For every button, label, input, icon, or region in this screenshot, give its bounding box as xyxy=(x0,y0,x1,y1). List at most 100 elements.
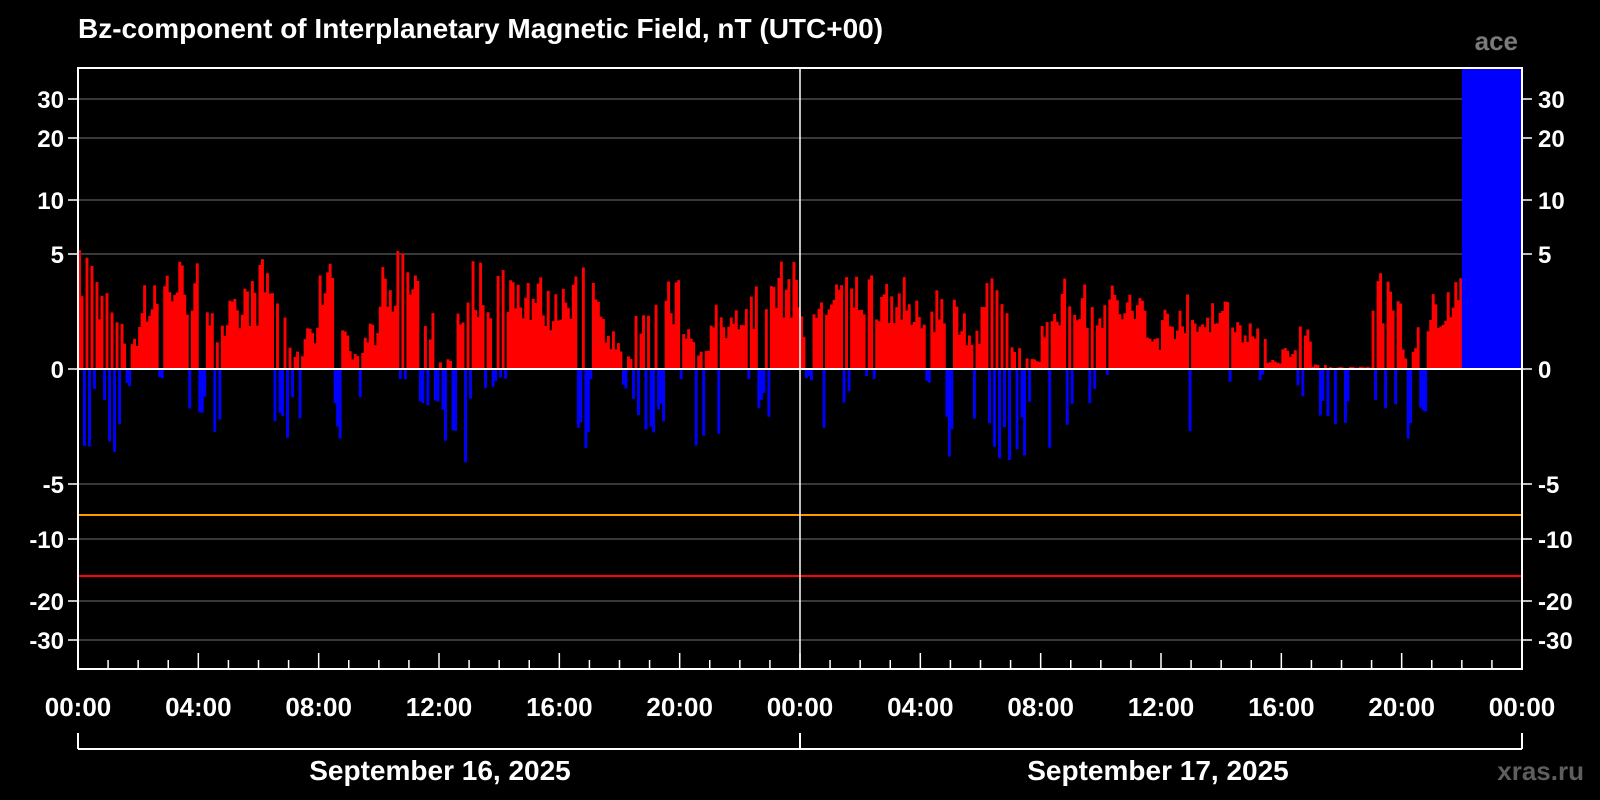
bz-bar xyxy=(1271,359,1275,369)
data-bars xyxy=(78,68,1523,463)
bz-bar xyxy=(1253,338,1257,369)
bz-bar xyxy=(1424,369,1428,412)
bz-bar xyxy=(1228,369,1232,382)
bz-bar xyxy=(995,290,999,369)
bz-bar xyxy=(885,284,889,369)
bz-bar xyxy=(245,291,249,369)
bz-bar xyxy=(815,318,818,369)
bz-bar xyxy=(606,335,610,369)
bz-bar xyxy=(1346,369,1350,402)
bz-bar xyxy=(749,296,753,369)
bz-bar xyxy=(672,324,676,369)
bz-bar xyxy=(83,369,86,446)
bz-bar xyxy=(677,280,681,369)
bz-bar xyxy=(233,298,237,369)
bz-bar xyxy=(1196,331,1200,369)
x-tick-label: 00:00 xyxy=(45,692,112,722)
bz-bar xyxy=(1241,342,1245,369)
bz-bar xyxy=(481,305,485,369)
bz-bar xyxy=(1133,319,1137,369)
bz-bar xyxy=(1246,342,1250,369)
bz-bar xyxy=(173,295,177,369)
bz-bar xyxy=(714,304,718,369)
bz-bar xyxy=(215,342,219,369)
bz-bar xyxy=(301,356,305,369)
bz-bar xyxy=(1233,332,1237,369)
bz-bar xyxy=(210,313,214,369)
y-tick-label-left: -30 xyxy=(29,628,64,655)
bz-bar xyxy=(240,314,244,369)
bz-bar xyxy=(444,369,447,441)
bz-bar xyxy=(967,335,971,369)
bz-bar xyxy=(223,335,227,369)
bz-bar xyxy=(624,369,628,389)
bz-bar xyxy=(990,278,994,369)
watermark: xras.ru xyxy=(1497,756,1584,786)
bz-bar xyxy=(737,329,741,369)
bz-bar xyxy=(1389,291,1393,369)
bz-bar xyxy=(208,325,212,369)
x-tick-label: 16:00 xyxy=(1248,692,1315,722)
bz-bar xyxy=(471,261,475,369)
bz-bar xyxy=(351,359,355,369)
bz-bar xyxy=(952,299,956,369)
bz-bar xyxy=(762,369,766,393)
bz-bar xyxy=(135,345,139,369)
bz-bar xyxy=(1459,278,1463,369)
bz-bar xyxy=(561,288,565,369)
bz-bar xyxy=(454,369,457,431)
chart-title: Bz-component of Interplanetary Magnetic … xyxy=(78,13,883,44)
bz-bar xyxy=(1088,369,1092,404)
bz-bar xyxy=(323,293,327,369)
bz-bar xyxy=(85,257,89,369)
bz-bar xyxy=(1283,348,1287,369)
bz-bar xyxy=(368,323,372,369)
bz-bar xyxy=(850,288,854,369)
bz-bar xyxy=(742,325,746,369)
bz-bar xyxy=(697,355,701,369)
bz-bar xyxy=(614,349,618,369)
bz-bar xyxy=(1198,326,1202,369)
bz-bar xyxy=(835,284,839,369)
bz-bar xyxy=(1499,68,1503,369)
bz-bar xyxy=(1306,329,1310,369)
day-axis: September 16, 2025 September 17, 2025 xyxy=(77,733,1523,786)
bz-bar xyxy=(1181,326,1184,369)
bz-bar xyxy=(732,323,736,369)
bz-bar xyxy=(639,333,643,369)
bz-bar xyxy=(1090,307,1094,369)
bz-bar xyxy=(1158,349,1162,369)
bz-bar xyxy=(747,369,751,380)
bz-bar xyxy=(1496,68,1500,369)
bz-bar xyxy=(960,331,964,369)
bz-bar xyxy=(521,318,525,369)
bz-bar xyxy=(180,265,184,369)
bz-bar xyxy=(421,369,425,404)
bz-bar xyxy=(1471,68,1475,369)
bz-bar xyxy=(1431,294,1435,369)
bz-bar xyxy=(1155,338,1159,369)
bz-bar xyxy=(1371,310,1375,369)
bz-bar xyxy=(328,263,332,369)
bz-bar xyxy=(1386,281,1390,369)
bz-bar xyxy=(268,293,272,369)
bz-bar xyxy=(1248,323,1252,369)
bz-bar xyxy=(250,281,254,369)
bz-bar xyxy=(311,333,315,369)
bz-bar xyxy=(261,259,264,369)
bz-bar xyxy=(153,285,157,369)
bz-bar xyxy=(1313,364,1317,369)
bz-bar xyxy=(278,369,282,413)
bz-bar xyxy=(353,353,357,369)
bz-bar xyxy=(945,369,949,417)
bz-bar xyxy=(1441,324,1445,369)
bz-bar xyxy=(1208,332,1212,369)
bz-bar xyxy=(1078,319,1082,369)
bz-bar xyxy=(942,323,946,369)
bz-bar xyxy=(739,325,743,369)
bz-bar xyxy=(684,338,688,369)
bz-bar xyxy=(789,317,793,369)
bz-bar xyxy=(378,306,382,369)
bz-bar xyxy=(1236,322,1240,369)
bz-bar xyxy=(832,299,836,369)
